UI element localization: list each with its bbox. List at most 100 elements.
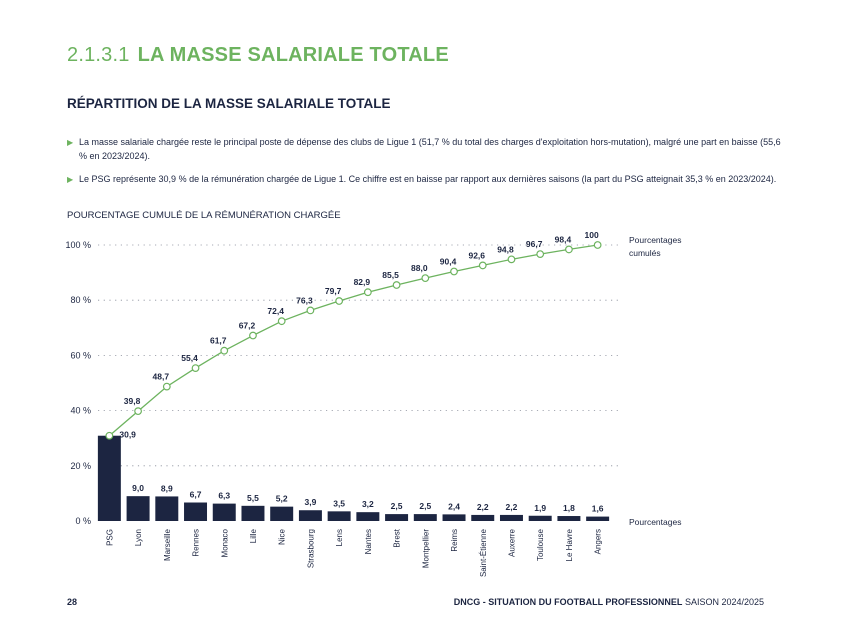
x-tick-label: PSG xyxy=(105,529,114,546)
bar-value-label: 3,9 xyxy=(305,497,317,507)
bar-value-label: 3,2 xyxy=(362,499,374,509)
bar-value-label: 1,6 xyxy=(592,504,604,514)
cumulative-value-label: 92,6 xyxy=(468,250,485,260)
cumulative-value-label: 67,2 xyxy=(239,321,256,331)
cumulative-value-label: 48,7 xyxy=(153,372,170,382)
bullet-text: Le PSG représente 30,9 % de la rémunérat… xyxy=(79,174,777,184)
cumulative-value-label: 76,3 xyxy=(296,295,313,305)
y-tick-label: 40 % xyxy=(70,406,91,416)
legend-bar-label: Pourcentages xyxy=(629,517,681,527)
bar xyxy=(385,514,409,521)
x-tick-label: Toulouse xyxy=(536,528,545,561)
cumulative-point xyxy=(162,382,171,391)
cumulative-value-label: 82,9 xyxy=(354,277,371,287)
cumulative-point xyxy=(105,431,114,440)
cumulative-point xyxy=(421,274,430,283)
bar-value-label: 9,0 xyxy=(132,483,144,493)
bar xyxy=(184,502,208,521)
cumulative-value-label: 61,7 xyxy=(210,336,227,346)
cumulative-point xyxy=(392,281,401,289)
x-tick-label: Nantes xyxy=(364,529,373,554)
cumulative-line xyxy=(108,244,598,437)
bullet-arrow-icon: ▶ xyxy=(67,175,74,184)
season-label: SAISON 2024/2025 xyxy=(684,597,764,607)
bar-value-label: 2,4 xyxy=(448,501,460,511)
publication-title: DNCG - SITUATION DU FOOTBALL PROFESSIONN… xyxy=(453,597,683,607)
bar-value-label: 6,3 xyxy=(218,491,230,501)
cumulative-value-label: 94,8 xyxy=(497,244,514,254)
x-tick-label: Montpellier xyxy=(421,529,430,568)
bar xyxy=(557,516,581,521)
x-tick-label: Rennes xyxy=(192,529,201,557)
bar-value-label: 2,2 xyxy=(506,502,518,512)
cumulative-point xyxy=(565,245,573,254)
cumulative-point xyxy=(450,267,458,276)
x-tick-label: Saint-Étienne xyxy=(479,528,488,577)
x-tick-label: Strasbourg xyxy=(306,529,315,568)
cumulative-point xyxy=(363,288,372,297)
page-subtitle: RÉPARTITION DE LA MASSE SALARIALE TOTALE xyxy=(67,96,391,111)
bar xyxy=(270,506,294,521)
x-tick-label: Monaco xyxy=(220,528,229,557)
bullet-item: ▶ La masse salariale chargée reste le pri… xyxy=(67,136,787,163)
bar xyxy=(155,496,179,521)
bar xyxy=(356,512,380,521)
bar xyxy=(97,435,121,521)
cumulative-value-label: 98,4 xyxy=(555,234,572,244)
x-tick-label: Nice xyxy=(278,528,287,545)
bar-value-label: 30,9 xyxy=(119,430,136,440)
cumulative-point xyxy=(306,306,315,315)
bar-value-label: 1,9 xyxy=(534,503,546,513)
cumulative-value-label: 39,8 xyxy=(124,396,141,406)
cumulative-value-label: 55,4 xyxy=(181,353,198,363)
page-number: 28 xyxy=(67,597,78,607)
cumulative-value-label: 72,4 xyxy=(267,306,284,316)
cumulative-point xyxy=(536,250,545,259)
bullet-arrow-icon: ▶ xyxy=(67,138,74,147)
section-title-text: LA MASSE SALARIALE TOTALE xyxy=(137,44,449,66)
bullet-list: ▶ La masse salariale chargée reste le pri… xyxy=(67,136,787,197)
bar-value-label: 5,5 xyxy=(247,493,259,503)
cumulative-point xyxy=(277,317,286,326)
cumulative-point xyxy=(507,255,516,264)
footer-publication: DNCG - SITUATION DU FOOTBALL PROFESSIONN… xyxy=(454,597,764,607)
y-tick-label: 60 % xyxy=(70,350,91,360)
chart-title: POURCENTAGE CUMULÉ DE LA RÉMUNÉRATION CH… xyxy=(67,210,341,221)
y-tick-label: 20 % xyxy=(70,461,91,471)
x-tick-label: Marseille xyxy=(163,528,172,561)
bar-value-label: 5,2 xyxy=(276,494,288,504)
bar-value-label: 2,5 xyxy=(391,501,403,511)
bar-value-label: 1,8 xyxy=(563,503,575,513)
bar-value-label: 6,7 xyxy=(190,490,202,500)
x-tick-label: Lyon xyxy=(134,529,143,546)
bar xyxy=(442,514,466,521)
bullet-item: ▶ Le PSG représente 30,9 % de la rémunéra… xyxy=(67,173,787,187)
section-title: 2.1.3.1 LA MASSE SALARIALE TOTALE xyxy=(67,44,449,67)
bar xyxy=(528,515,552,521)
y-tick-label: 0 % xyxy=(75,516,91,526)
cumulative-point xyxy=(249,331,257,340)
bar xyxy=(471,514,495,521)
y-tick-label: 80 % xyxy=(70,295,91,305)
cumulative-point xyxy=(335,297,344,305)
section-number: 2.1.3.1 xyxy=(67,44,130,66)
x-tick-label: Lille xyxy=(249,528,258,543)
cumulative-point xyxy=(593,241,602,249)
bar xyxy=(499,514,523,521)
bar xyxy=(586,516,610,521)
x-tick-label: Auxerre xyxy=(507,528,516,557)
cumulative-point xyxy=(134,407,142,416)
x-tick-label: Brest xyxy=(393,528,402,547)
cumulative-point xyxy=(478,261,487,270)
cumulative-point xyxy=(191,364,200,372)
x-tick-label: Reims xyxy=(450,529,459,552)
bar xyxy=(241,505,265,521)
x-tick-label: Lens xyxy=(335,529,344,546)
bar-value-label: 2,2 xyxy=(477,502,489,512)
y-tick-label: 100 % xyxy=(65,240,91,250)
cumulative-value-label: 88,0 xyxy=(411,263,428,273)
legend-line-label: Pourcentages xyxy=(629,235,681,245)
legend-line-label: cumulés xyxy=(629,248,661,258)
cumulative-value-label: 90,4 xyxy=(440,256,457,266)
